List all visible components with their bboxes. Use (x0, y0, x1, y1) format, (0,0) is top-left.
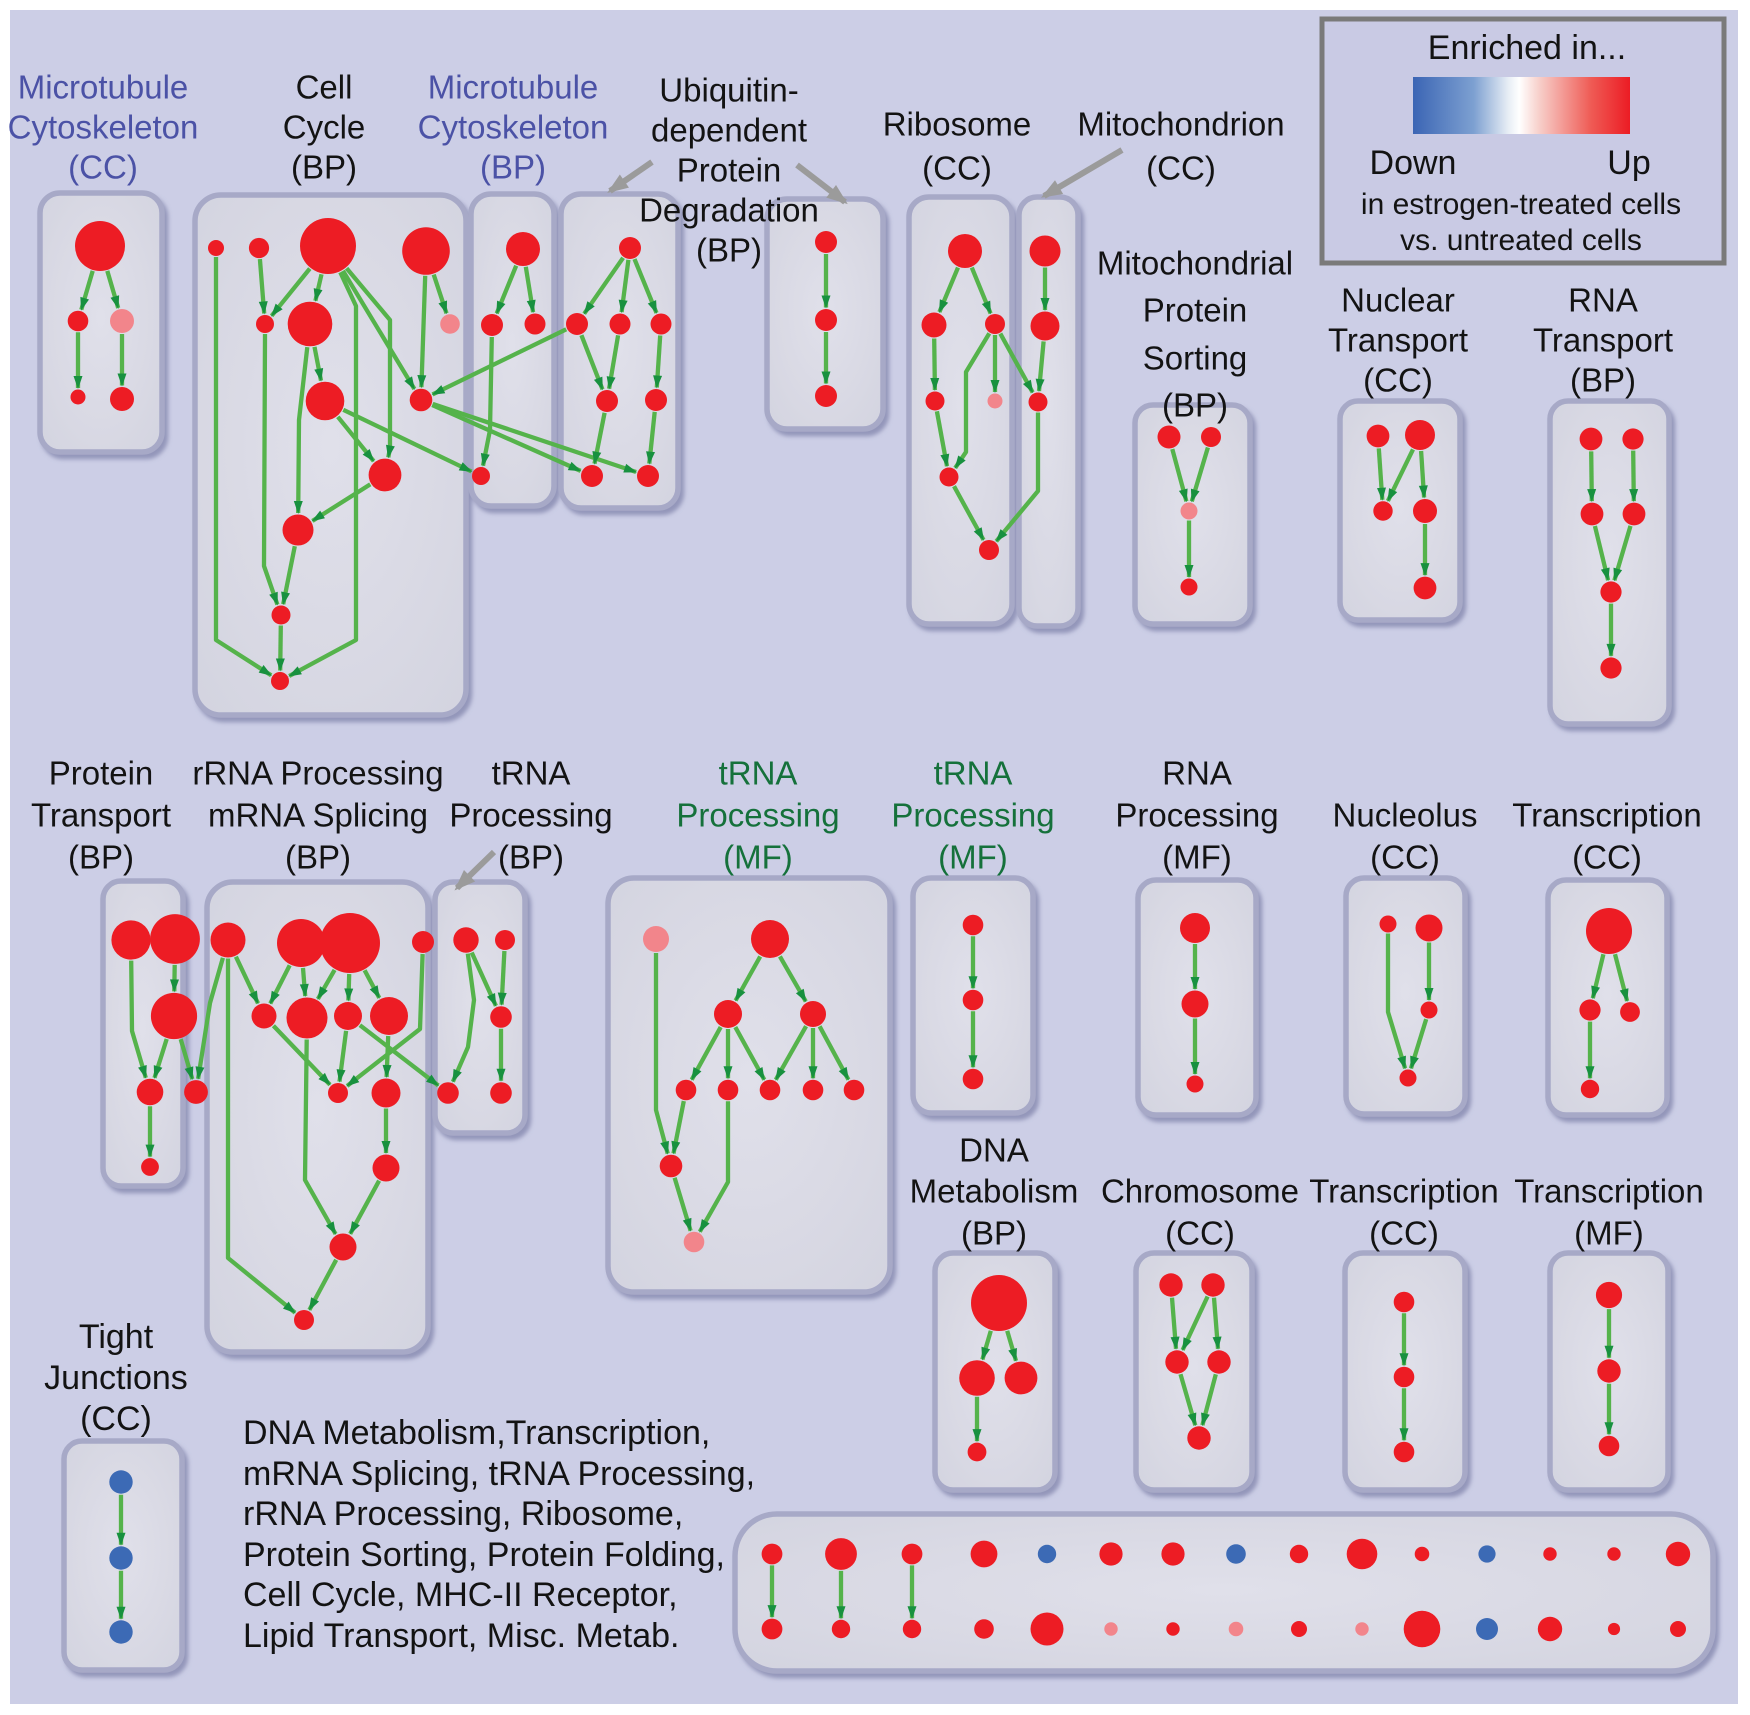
svg-text:tRNA: tRNA (719, 755, 798, 792)
svg-text:Chromosome: Chromosome (1101, 1173, 1299, 1210)
svg-text:Processing: Processing (449, 797, 612, 834)
svg-text:Degradation: Degradation (639, 192, 819, 229)
svg-text:RNA: RNA (1162, 755, 1232, 792)
svg-text:Sorting: Sorting (1143, 340, 1248, 377)
svg-text:Processing: Processing (676, 797, 839, 834)
svg-text:Cell Cycle, MHC-II Receptor,: Cell Cycle, MHC-II Receptor, (243, 1576, 678, 1614)
svg-text:(CC): (CC) (1363, 362, 1433, 399)
svg-text:Protein: Protein (1143, 292, 1248, 329)
svg-text:Junctions: Junctions (44, 1359, 188, 1397)
svg-text:Transport: Transport (1533, 322, 1673, 359)
svg-text:(MF): (MF) (1162, 839, 1232, 876)
svg-text:(BP): (BP) (498, 839, 564, 876)
svg-text:Mitochondrion: Mitochondrion (1077, 106, 1284, 143)
svg-text:(CC): (CC) (922, 150, 992, 187)
svg-text:Transcription: Transcription (1514, 1173, 1704, 1210)
svg-text:mRNA Splicing, tRNA Processing: mRNA Splicing, tRNA Processing, (243, 1455, 755, 1493)
svg-text:(CC): (CC) (1370, 839, 1440, 876)
svg-text:(BP): (BP) (1570, 362, 1636, 399)
svg-text:(MF): (MF) (938, 839, 1008, 876)
svg-text:Transcription: Transcription (1309, 1173, 1499, 1210)
svg-text:Enriched in...: Enriched in... (1428, 29, 1626, 67)
svg-text:(CC): (CC) (1165, 1215, 1235, 1252)
svg-text:Protein Sorting, Protein Foldi: Protein Sorting, Protein Folding, (243, 1536, 725, 1574)
svg-text:Ubiquitin-: Ubiquitin- (659, 72, 798, 109)
svg-text:Transport: Transport (1328, 322, 1468, 359)
svg-text:Metabolism: Metabolism (910, 1173, 1079, 1210)
svg-text:Up: Up (1607, 144, 1650, 182)
svg-text:(BP): (BP) (696, 232, 762, 269)
svg-text:(BP): (BP) (480, 149, 546, 186)
svg-text:DNA Metabolism,Transcription,: DNA Metabolism,Transcription, (243, 1414, 710, 1452)
svg-text:(CC): (CC) (1369, 1215, 1439, 1252)
svg-text:Microtubule: Microtubule (18, 69, 189, 106)
svg-text:Cytoskeleton: Cytoskeleton (8, 109, 199, 146)
svg-text:(BP): (BP) (961, 1215, 1027, 1252)
svg-text:Ribosome: Ribosome (883, 106, 1032, 143)
svg-text:mRNA Splicing: mRNA Splicing (208, 797, 428, 834)
svg-text:(BP): (BP) (285, 839, 351, 876)
svg-text:Cytoskeleton: Cytoskeleton (418, 109, 609, 146)
svg-text:(BP): (BP) (68, 839, 134, 876)
svg-text:Protein: Protein (49, 755, 154, 792)
svg-text:(CC): (CC) (80, 1400, 152, 1438)
svg-text:Mitochondrial: Mitochondrial (1097, 245, 1293, 282)
svg-text:(CC): (CC) (68, 149, 138, 186)
svg-text:in estrogen-treated cells: in estrogen-treated cells (1361, 188, 1681, 221)
svg-text:Transport: Transport (31, 797, 171, 834)
svg-text:Tight: Tight (79, 1318, 154, 1356)
svg-text:tRNA: tRNA (492, 755, 571, 792)
svg-text:tRNA: tRNA (934, 755, 1013, 792)
svg-text:rRNA Processing: rRNA Processing (192, 755, 443, 792)
svg-text:Cycle: Cycle (283, 109, 366, 146)
svg-text:(CC): (CC) (1572, 839, 1642, 876)
svg-text:(BP): (BP) (1162, 387, 1228, 424)
svg-text:vs. untreated cells: vs. untreated cells (1400, 224, 1642, 257)
svg-text:Nucleolus: Nucleolus (1333, 797, 1478, 834)
svg-text:Nuclear: Nuclear (1341, 282, 1455, 319)
svg-text:dependent: dependent (651, 112, 807, 149)
svg-text:Lipid Transport, Misc. Metab.: Lipid Transport, Misc. Metab. (243, 1617, 680, 1655)
svg-text:(CC): (CC) (1146, 150, 1216, 187)
svg-text:Transcription: Transcription (1512, 797, 1702, 834)
svg-text:(BP): (BP) (291, 149, 357, 186)
svg-text:DNA: DNA (959, 1132, 1029, 1169)
svg-text:Microtubule: Microtubule (428, 69, 599, 106)
svg-text:Protein: Protein (677, 152, 782, 189)
svg-text:Down: Down (1370, 144, 1457, 182)
svg-text:Processing: Processing (891, 797, 1054, 834)
svg-text:rRNA Processing, Ribosome,: rRNA Processing, Ribosome, (243, 1495, 683, 1533)
svg-text:Processing: Processing (1115, 797, 1278, 834)
svg-text:(MF): (MF) (1574, 1215, 1644, 1252)
svg-text:(MF): (MF) (723, 839, 793, 876)
svg-text:Cell: Cell (296, 69, 353, 106)
svg-text:RNA: RNA (1568, 282, 1638, 319)
